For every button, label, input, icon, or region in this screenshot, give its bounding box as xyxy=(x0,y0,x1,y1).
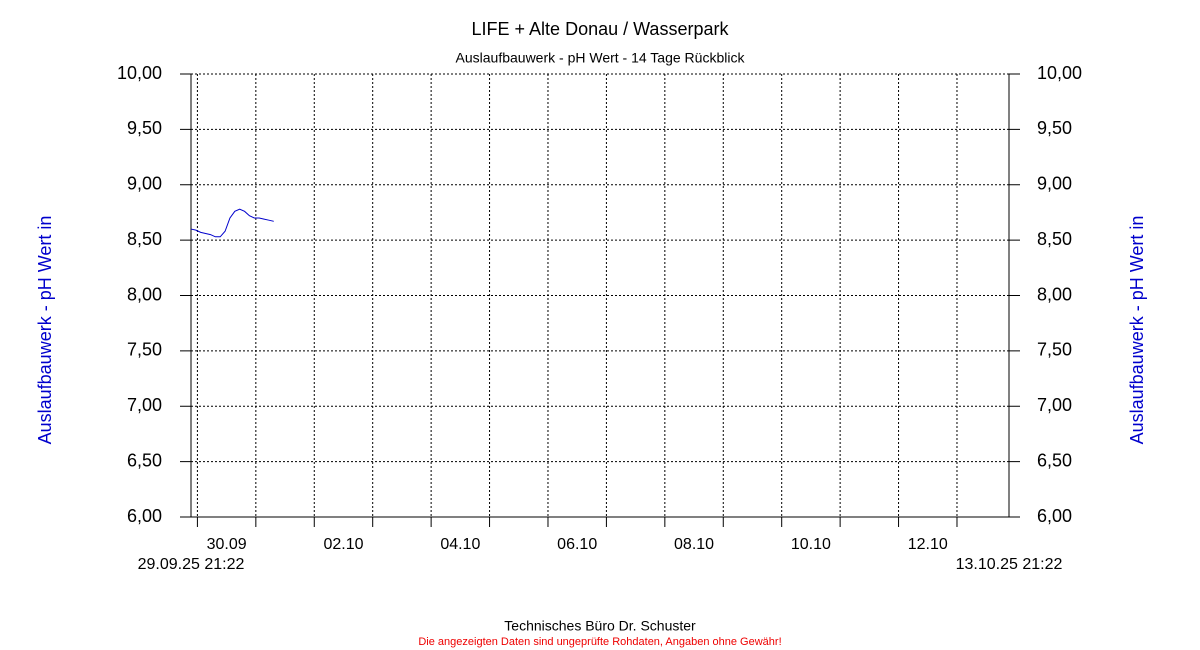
footer-disclaimer: Die angezeigten Daten sind ungeprüfte Ro… xyxy=(418,636,781,648)
x-tick-label: 08.10 xyxy=(674,536,714,553)
x-tick-label: 02.10 xyxy=(323,536,363,553)
x-tick-label: 10.10 xyxy=(791,536,831,553)
y-tick-label: 10,00 xyxy=(117,63,162,83)
y-tick-label: 6,50 xyxy=(127,450,162,470)
y2-tick-label: 10,00 xyxy=(1037,63,1082,83)
y2-tick-label: 9,00 xyxy=(1037,174,1072,194)
y-tick-label: 8,50 xyxy=(127,229,162,249)
y2-tick-label: 7,00 xyxy=(1037,395,1072,415)
y2-tick-label: 8,00 xyxy=(1037,284,1072,304)
data-line xyxy=(190,208,274,238)
y2-tick-label: 6,50 xyxy=(1037,450,1072,470)
chart-subtitle: Auslaufbauwerk - pH Wert - 14 Tage Rückb… xyxy=(456,50,746,66)
y2-tick-label: 9,50 xyxy=(1037,118,1072,138)
x-tick-label: 06.10 xyxy=(557,536,597,553)
footer-company: Technisches Büro Dr. Schuster xyxy=(504,618,696,634)
y-tick-label: 7,00 xyxy=(127,395,162,415)
y2-tick-label: 7,50 xyxy=(1037,340,1072,360)
y-tick-label: 7,50 xyxy=(127,340,162,360)
y2-axis-title: Auslaufbauwerk - pH Wert in xyxy=(1127,216,1147,445)
y-axis-title: Auslaufbauwerk - pH Wert in xyxy=(35,216,55,445)
x-start-label: 29.09.25 21:22 xyxy=(138,556,245,573)
y-tick-label: 9,00 xyxy=(127,174,162,194)
y2-tick-label: 6,00 xyxy=(1037,506,1072,526)
y-tick-label: 9,50 xyxy=(127,118,162,138)
x-tick-label: 12.10 xyxy=(908,536,948,553)
x-end-label: 13.10.25 21:22 xyxy=(956,556,1063,573)
x-tick-label: 04.10 xyxy=(440,536,480,553)
y-tick-label: 8,00 xyxy=(127,284,162,304)
y2-tick-label: 8,50 xyxy=(1037,229,1072,249)
y-tick-label: 6,00 xyxy=(127,506,162,526)
chart-title: LIFE + Alte Donau / Wasserpark xyxy=(472,19,730,39)
x-tick-label: 30.09 xyxy=(207,536,247,553)
